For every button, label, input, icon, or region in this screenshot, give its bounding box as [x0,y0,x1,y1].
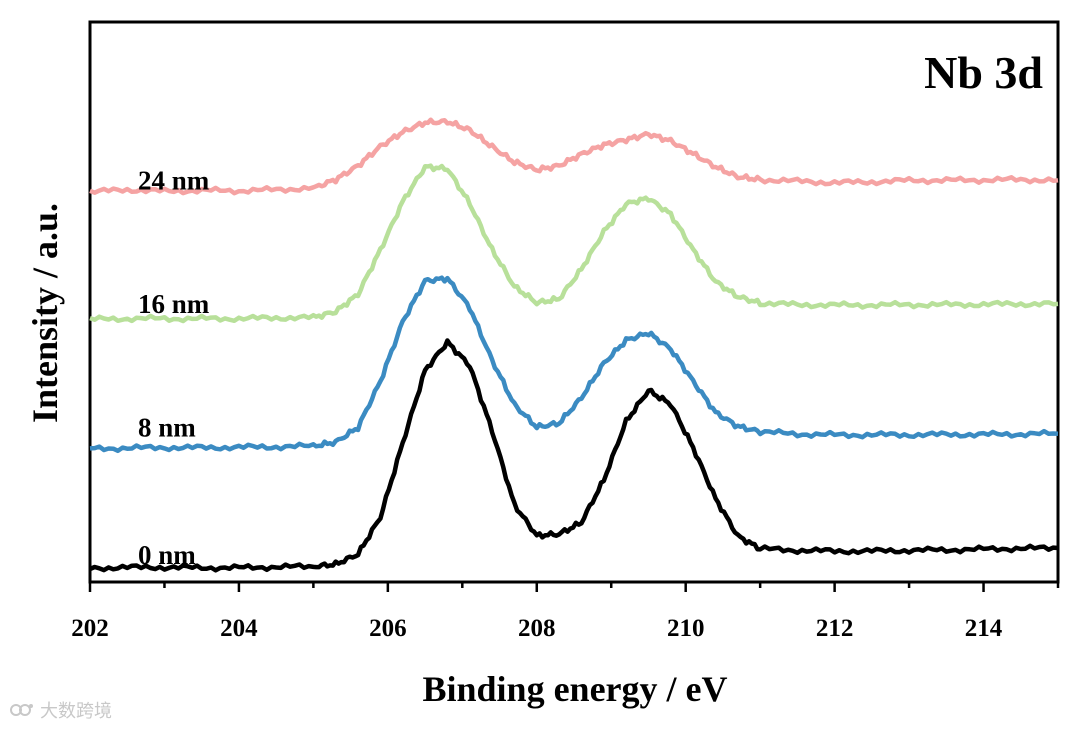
series-labels: 0 nm 8 nm 16 nm 24 nm [138,165,210,570]
x-tick-label: 212 [816,615,854,642]
x-axis-tick-labels: 202 204 206 208 210 212 214 [71,615,1003,642]
x-tick-label: 206 [369,615,407,642]
y-axis-title: Intensity / a.u. [25,203,65,423]
watermark-text: 大数跨境 [40,701,112,722]
x-tick-label: 202 [71,615,109,642]
series-line-8-nm [89,275,1059,454]
x-axis-ticks [88,582,1060,592]
chart-title: Nb 3d [924,47,1043,98]
series-line-24-nm [89,117,1059,196]
watermark: 大数跨境 [10,697,112,723]
x-tick-label: 214 [965,615,1003,642]
series-label-16-nm: 16 nm [138,289,210,319]
series-label-24-nm: 24 nm [138,165,210,195]
watermark-logo-icon [10,704,33,716]
series-lines [89,117,1059,573]
series-label-8-nm: 8 nm [138,413,196,443]
series-line-16-nm [89,163,1059,324]
x-axis-title: Binding energy / eV [422,669,727,709]
plot-frame [88,20,1060,584]
x-tick-label: 204 [220,615,258,642]
x-tick-label: 208 [518,615,556,642]
x-tick-label: 210 [667,615,705,642]
series-label-0-nm: 0 nm [138,540,196,570]
series-line-0-nm [89,338,1059,573]
